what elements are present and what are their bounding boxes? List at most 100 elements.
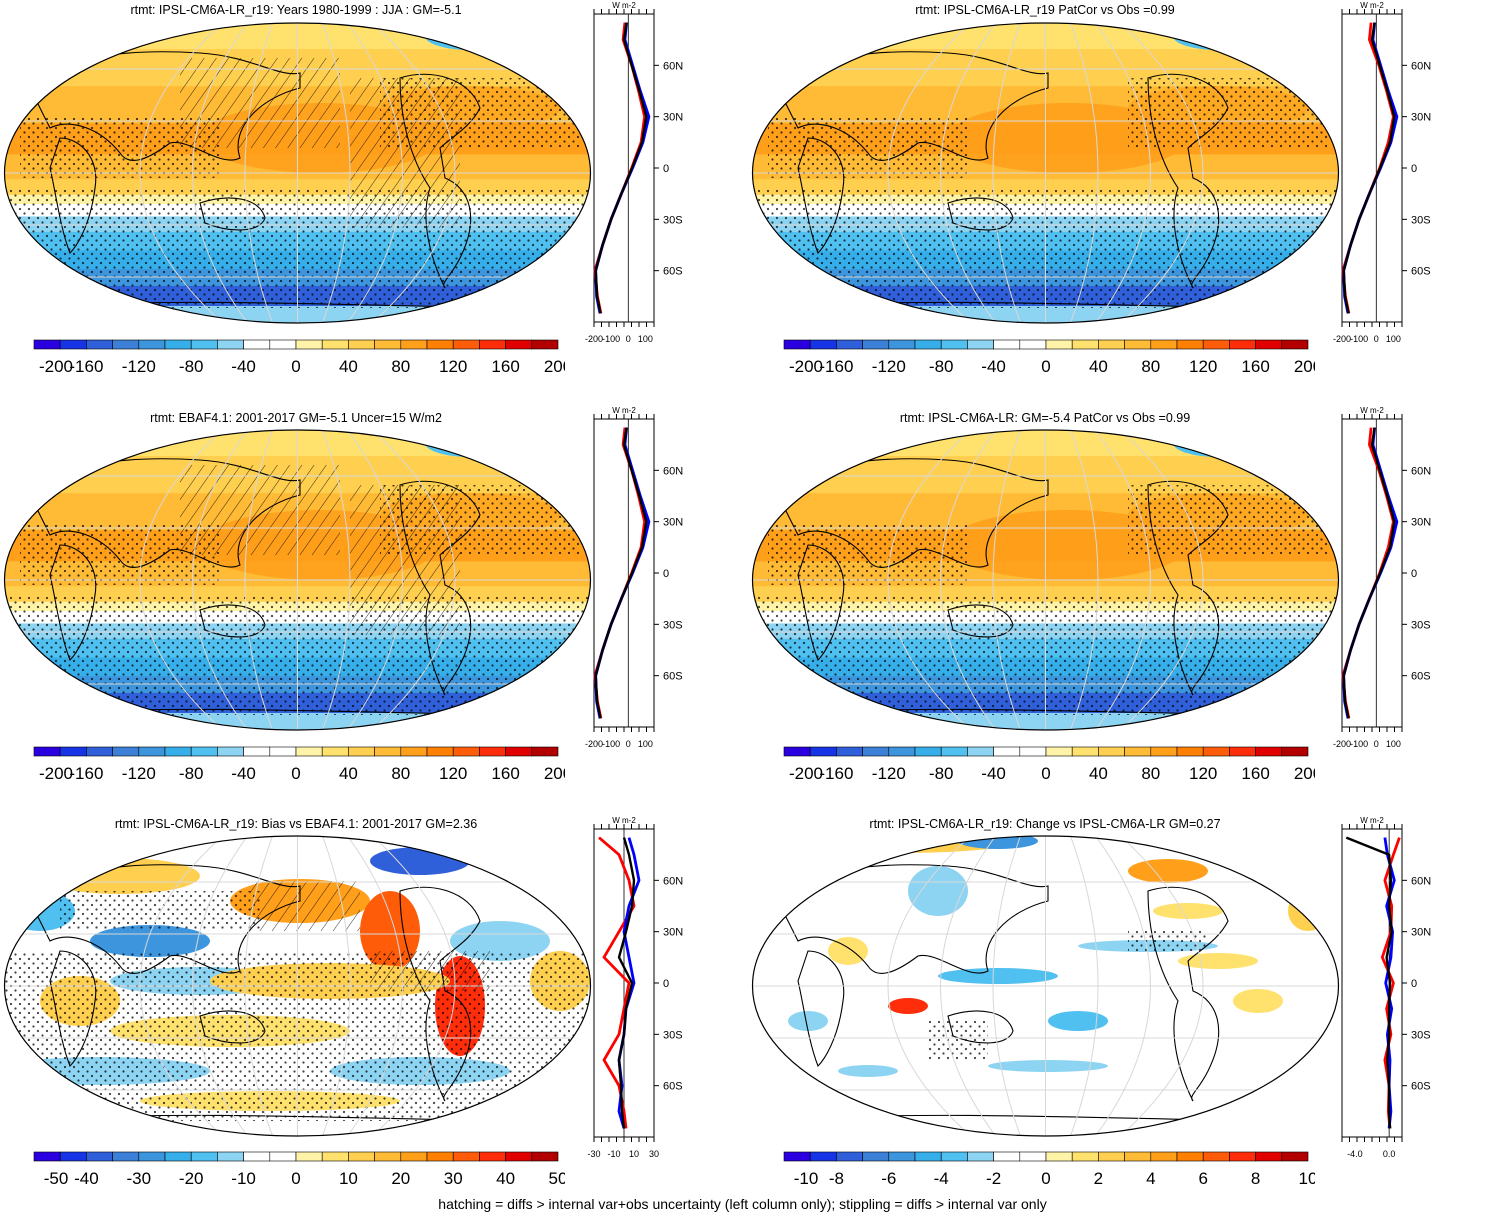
map-panel-1 xyxy=(3,22,592,324)
map-panel-6 xyxy=(751,835,1340,1137)
map-change-region xyxy=(788,1011,828,1031)
map-coastline xyxy=(49,137,97,254)
colorbar-swatch xyxy=(1019,1151,1047,1162)
map-border xyxy=(751,22,1340,324)
map-panel-2 xyxy=(751,22,1340,324)
profile-x-tick-label: -200 xyxy=(585,334,603,344)
map-coastline xyxy=(797,950,845,1067)
profile-units: W m-2 xyxy=(612,1,636,10)
colorbar-label: 6 xyxy=(1198,1169,1207,1188)
colorbar-swatch xyxy=(138,339,166,350)
map-hatching xyxy=(180,58,340,148)
colorbar-label: 80 xyxy=(1141,764,1160,783)
map-meridian xyxy=(139,836,223,1136)
colorbar-label: 0 xyxy=(291,764,300,783)
map-stippling xyxy=(1128,931,1208,951)
map-meridian xyxy=(244,430,273,730)
colorbar-label: 80 xyxy=(1141,357,1160,376)
zonal-profile-panel-5: W m-2 60N 30N 0 30S 60S -30 -10 10 30 xyxy=(587,816,683,1159)
colorbar-panel-1: -200-160 -120 -80 -40 0 40 80 120 160 200 xyxy=(33,339,565,376)
colorbar-swatch xyxy=(295,746,323,757)
map-change-region xyxy=(938,968,1058,984)
colorbar-label: 0 xyxy=(291,357,300,376)
map-panel-4 xyxy=(751,429,1340,731)
colorbar-label: 8 xyxy=(1251,1169,1260,1188)
map-stippling xyxy=(928,1021,988,1061)
colorbar-label: -160 xyxy=(69,357,103,376)
map-coastline xyxy=(29,458,301,568)
map-change-region xyxy=(838,1065,898,1077)
colorbar-swatch xyxy=(1045,1151,1073,1162)
map-greenland xyxy=(1173,23,1263,50)
map-panel-3 xyxy=(3,429,592,731)
profile-lat-label: 60N xyxy=(1411,60,1431,72)
profile-lat-label: 60S xyxy=(663,1081,683,1093)
colorbar-swatch xyxy=(1229,339,1256,350)
colorbar-label: -40 xyxy=(981,764,1006,783)
map-coastline xyxy=(399,480,481,696)
map-stippling xyxy=(768,118,968,178)
map-coastline xyxy=(947,197,1014,231)
map-coastline xyxy=(947,604,1014,638)
colorbar-swatch xyxy=(1150,339,1178,350)
map-meridian xyxy=(322,430,351,730)
colorbar-swatch xyxy=(993,746,1021,757)
panel-2-title: rtmt: IPSL-CM6A-LR_r19 PatCor vs Obs =0.… xyxy=(915,3,1175,17)
colorbar-swatch xyxy=(783,1151,811,1162)
profile-lat-label: 30S xyxy=(663,1029,683,1041)
colorbar-label: 0 xyxy=(1041,764,1050,783)
colorbar-label: -40 xyxy=(231,764,256,783)
map-coastline xyxy=(1147,480,1229,696)
colorbar-swatch xyxy=(479,339,506,350)
map-coastline xyxy=(399,886,481,1102)
profile-x-tick-label: -4.0 xyxy=(1347,1149,1363,1159)
profile-x-tick-label: 100 xyxy=(638,334,653,344)
profile-units: W m-2 xyxy=(612,406,636,415)
profile-x-tick-label: -100 xyxy=(1350,334,1368,344)
map-coastline xyxy=(399,73,481,289)
colorbar-label: 40 xyxy=(1089,357,1108,376)
colorbar-label: -120 xyxy=(122,357,156,376)
colorbar-swatch xyxy=(321,339,349,350)
profile-series-line xyxy=(1342,22,1396,314)
colorbar-swatch xyxy=(862,1151,890,1162)
profile-lat-label: 30S xyxy=(1411,1029,1431,1041)
profile-lat-label: 30N xyxy=(1411,927,1431,939)
map-meridian xyxy=(192,836,248,1136)
colorbar-swatch xyxy=(783,339,811,350)
colorbar-swatch xyxy=(217,1151,244,1162)
colorbar-swatch xyxy=(505,1151,533,1162)
colorbar-swatch xyxy=(809,746,837,757)
colorbar-panel-4: -200-160 -120 -80 -40 0 40 80 120 160 200 xyxy=(783,746,1315,783)
colorbar-swatch xyxy=(967,339,994,350)
map-change-region xyxy=(888,998,928,1014)
map-meridian xyxy=(244,836,273,1136)
colorbar-swatch xyxy=(1045,746,1073,757)
profile-units: W m-2 xyxy=(612,816,636,825)
map-meridian xyxy=(372,23,456,323)
colorbar-swatch xyxy=(1202,746,1230,757)
colorbar-label: 200 xyxy=(1294,764,1315,783)
colorbar-swatch xyxy=(1229,1151,1256,1162)
map-meridian xyxy=(1095,836,1151,1136)
map-border xyxy=(3,835,592,1137)
colorbar-swatch xyxy=(190,746,218,757)
colorbar-swatch xyxy=(426,1151,454,1162)
colorbar-swatch xyxy=(479,746,506,757)
colorbar-label: -50 xyxy=(44,1169,69,1188)
colorbar-swatch xyxy=(1019,746,1047,757)
colorbar-swatch xyxy=(86,746,113,757)
colorbar-label: 200 xyxy=(544,357,565,376)
colorbar-swatch xyxy=(836,1151,863,1162)
colorbar-label: 40 xyxy=(339,764,358,783)
profile-lat-label: 60S xyxy=(1411,1081,1431,1093)
colorbar-swatch xyxy=(452,1151,480,1162)
profile-lat-label: 60N xyxy=(1411,465,1431,477)
colorbar-label: 200 xyxy=(1294,357,1315,376)
map-change-region xyxy=(988,1060,1108,1072)
map-hatching xyxy=(350,485,460,635)
map-meridian xyxy=(139,23,223,323)
colorbar-swatch xyxy=(1202,1151,1230,1162)
colorbar-swatch xyxy=(33,746,61,757)
colorbar-swatch xyxy=(86,1151,113,1162)
